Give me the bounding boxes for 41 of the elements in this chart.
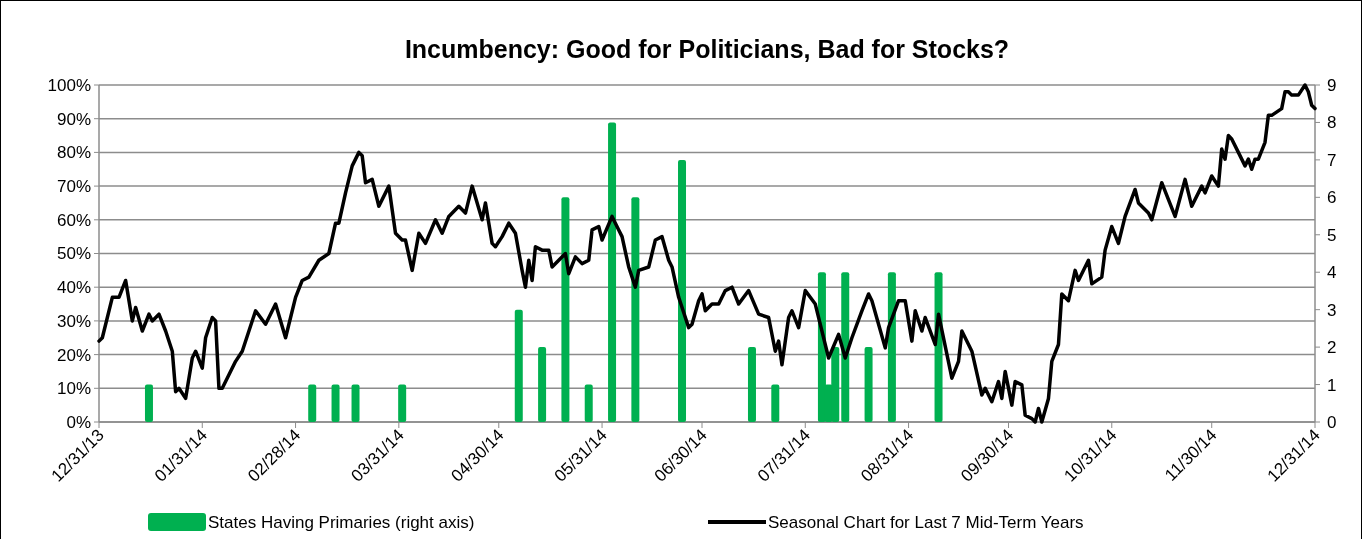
y-tick-label: 20% (56, 345, 91, 365)
y2-tick-label: 1 (1327, 375, 1337, 395)
y2-tick-label: 9 (1327, 75, 1337, 95)
chart-title: Incumbency: Good for Politicians, Bad for Stocks? (404, 35, 1010, 63)
y2-tick-label: 6 (1327, 188, 1337, 208)
y2-tick-label: 8 (1327, 113, 1337, 133)
bar (747, 347, 756, 422)
bar (887, 272, 896, 422)
bar (631, 197, 640, 422)
bar (308, 384, 317, 422)
bar (864, 347, 873, 422)
bar (398, 384, 407, 422)
bar (351, 384, 360, 422)
y2-tick-label: 4 (1327, 263, 1337, 283)
y-tick-label: 50% (56, 244, 91, 264)
bar (608, 122, 617, 422)
y-tick-label: 100% (47, 75, 91, 95)
bar (331, 384, 340, 422)
legend-label: States Having Primaries (right axis) (208, 512, 475, 532)
y-tick-label: 70% (56, 177, 91, 197)
y2-tick-label: 0 (1327, 412, 1337, 432)
bar (841, 272, 850, 422)
y2-tick-label: 7 (1327, 150, 1337, 170)
legend-label: Seasonal Chart for Last 7 Mid-Term Years (768, 512, 1084, 532)
y-tick-label: 30% (56, 311, 91, 331)
bar (584, 384, 593, 422)
y2-tick-label: 3 (1327, 300, 1337, 320)
y2-tick-label: 2 (1327, 338, 1337, 358)
y-tick-label: 40% (56, 278, 91, 298)
y-tick-label: 90% (56, 109, 91, 129)
bar (678, 159, 687, 422)
bar (144, 384, 153, 422)
y-tick-label: 60% (56, 210, 91, 230)
y-tick-label: 0% (66, 412, 91, 432)
y-tick-label: 10% (56, 379, 91, 399)
bar (771, 384, 780, 422)
y2-tick-label: 5 (1327, 225, 1337, 245)
y-tick-label: 80% (56, 143, 91, 163)
bar (514, 309, 523, 422)
bar (561, 197, 570, 422)
bar (538, 347, 547, 422)
